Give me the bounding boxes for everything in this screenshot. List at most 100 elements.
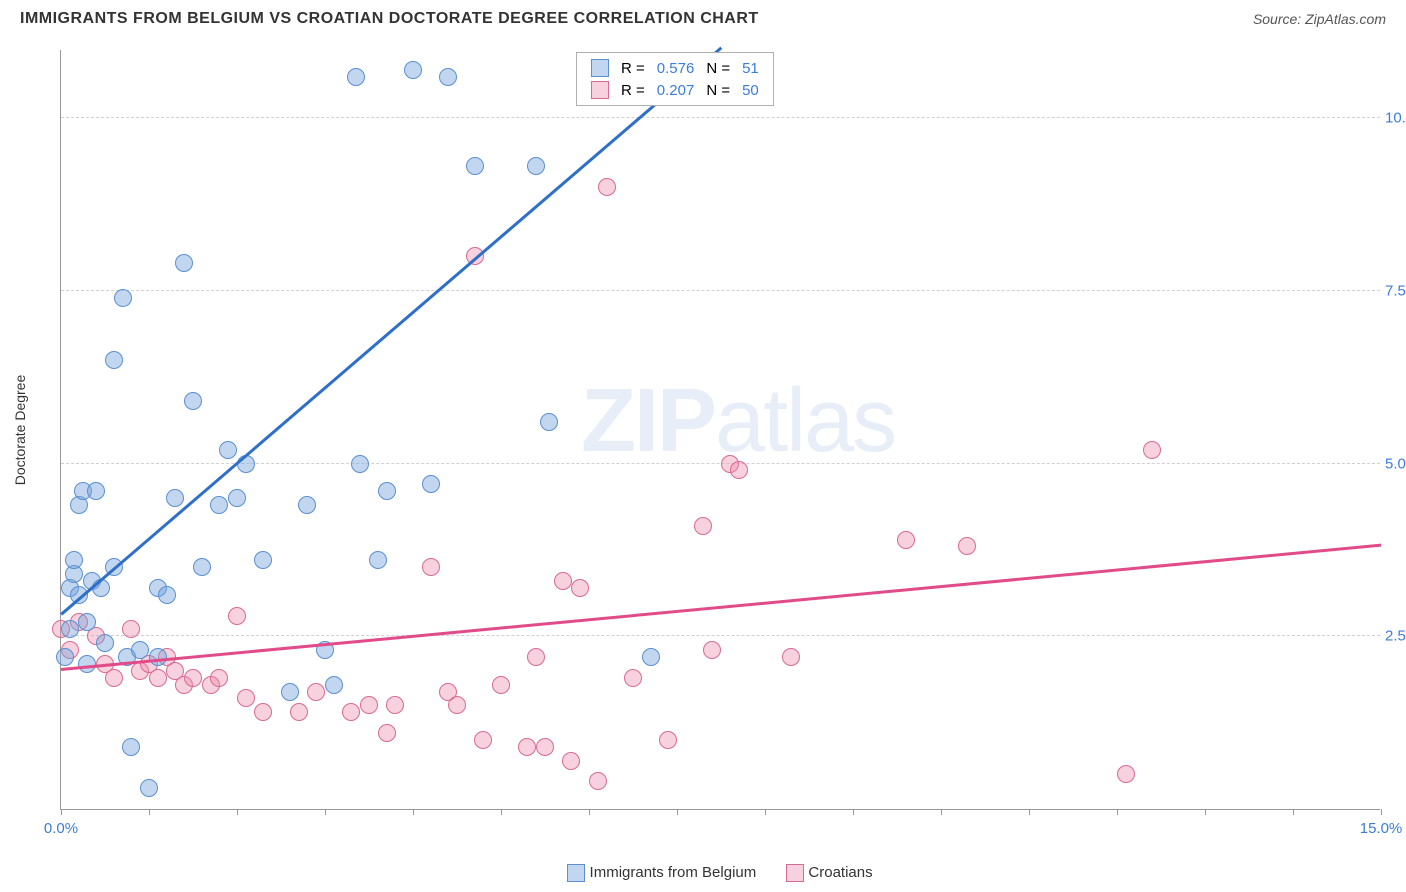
data-point: [624, 669, 642, 687]
x-tick: [677, 809, 678, 815]
legend-bottom: Immigrants from Belgium Croatians: [60, 864, 1380, 882]
stat-label: R =: [615, 57, 651, 79]
data-point: [114, 289, 132, 307]
data-point: [131, 641, 149, 659]
data-point: [122, 620, 140, 638]
data-point: [369, 551, 387, 569]
watermark-light: atlas: [715, 371, 895, 471]
data-point: [140, 779, 158, 797]
data-point: [87, 482, 105, 500]
data-point: [527, 157, 545, 175]
data-point: [518, 738, 536, 756]
data-point: [422, 558, 440, 576]
x-tick: [589, 809, 590, 815]
data-point: [96, 634, 114, 652]
data-point: [210, 496, 228, 514]
x-tick: [765, 809, 766, 815]
data-point: [290, 703, 308, 721]
data-point: [554, 572, 572, 590]
y-tick-label: 2.5%: [1385, 628, 1406, 645]
data-point: [307, 683, 325, 701]
data-point: [527, 648, 545, 666]
data-point: [782, 648, 800, 666]
legend-label: Croatians: [808, 864, 872, 881]
data-point: [589, 772, 607, 790]
data-point: [378, 724, 396, 742]
data-point: [422, 475, 440, 493]
data-point: [466, 157, 484, 175]
legend-swatch: [591, 59, 609, 77]
stat-value: 0.576: [651, 57, 701, 79]
data-point: [325, 676, 343, 694]
data-point: [254, 551, 272, 569]
data-point: [105, 351, 123, 369]
x-tick: [149, 809, 150, 815]
data-point: [492, 676, 510, 694]
x-tick-label: 0.0%: [44, 820, 78, 837]
x-tick: [1029, 809, 1030, 815]
data-point: [175, 254, 193, 272]
data-point: [193, 558, 211, 576]
data-point: [342, 703, 360, 721]
legend-label: Immigrants from Belgium: [590, 864, 757, 881]
stat-label: N =: [700, 79, 736, 101]
y-tick-label: 5.0%: [1385, 455, 1406, 472]
data-point: [439, 68, 457, 86]
x-tick: [1381, 809, 1382, 815]
stat-value: 0.207: [651, 79, 701, 101]
data-point: [228, 489, 246, 507]
legend-stats: R =0.576N =51R =0.207N =50: [576, 52, 774, 106]
x-tick: [325, 809, 326, 815]
data-point: [347, 68, 365, 86]
trend-line: [60, 47, 722, 615]
data-point: [540, 413, 558, 431]
y-axis-label: Doctorate Degree: [12, 375, 28, 486]
data-point: [158, 586, 176, 604]
data-point: [228, 607, 246, 625]
data-point: [360, 696, 378, 714]
data-point: [56, 648, 74, 666]
stat-label: R =: [615, 79, 651, 101]
data-point: [474, 731, 492, 749]
chart-area: Doctorate Degree ZIPatlas 2.5%5.0%7.5%10…: [60, 50, 1380, 810]
data-point: [958, 537, 976, 555]
data-point: [210, 669, 228, 687]
data-point: [694, 517, 712, 535]
x-tick: [1293, 809, 1294, 815]
watermark: ZIPatlas: [581, 370, 895, 473]
chart-title: IMMIGRANTS FROM BELGIUM VS CROATIAN DOCT…: [20, 10, 759, 28]
data-point: [105, 669, 123, 687]
x-tick: [1205, 809, 1206, 815]
data-point: [1117, 765, 1135, 783]
data-point: [386, 696, 404, 714]
data-point: [642, 648, 660, 666]
data-point: [562, 752, 580, 770]
legend-swatch: [567, 864, 585, 882]
data-point: [703, 641, 721, 659]
y-tick-label: 10.0%: [1385, 110, 1406, 127]
x-tick: [413, 809, 414, 815]
x-tick: [1117, 809, 1118, 815]
watermark-bold: ZIP: [581, 371, 715, 471]
data-point: [536, 738, 554, 756]
scatter-plot: ZIPatlas 2.5%5.0%7.5%10.0%0.0%15.0%R =0.…: [60, 50, 1380, 810]
data-point: [281, 683, 299, 701]
x-tick: [237, 809, 238, 815]
data-point: [1143, 441, 1161, 459]
gridline: [61, 290, 1380, 291]
y-tick-label: 7.5%: [1385, 282, 1406, 299]
data-point: [298, 496, 316, 514]
data-point: [65, 551, 83, 569]
data-point: [254, 703, 272, 721]
x-tick: [853, 809, 854, 815]
data-point: [378, 482, 396, 500]
data-point: [184, 392, 202, 410]
x-tick: [61, 809, 62, 815]
data-point: [61, 620, 79, 638]
gridline: [61, 117, 1380, 118]
data-point: [448, 696, 466, 714]
data-point: [184, 669, 202, 687]
data-point: [219, 441, 237, 459]
source-attribution: Source: ZipAtlas.com: [1253, 11, 1386, 27]
gridline: [61, 635, 1380, 636]
